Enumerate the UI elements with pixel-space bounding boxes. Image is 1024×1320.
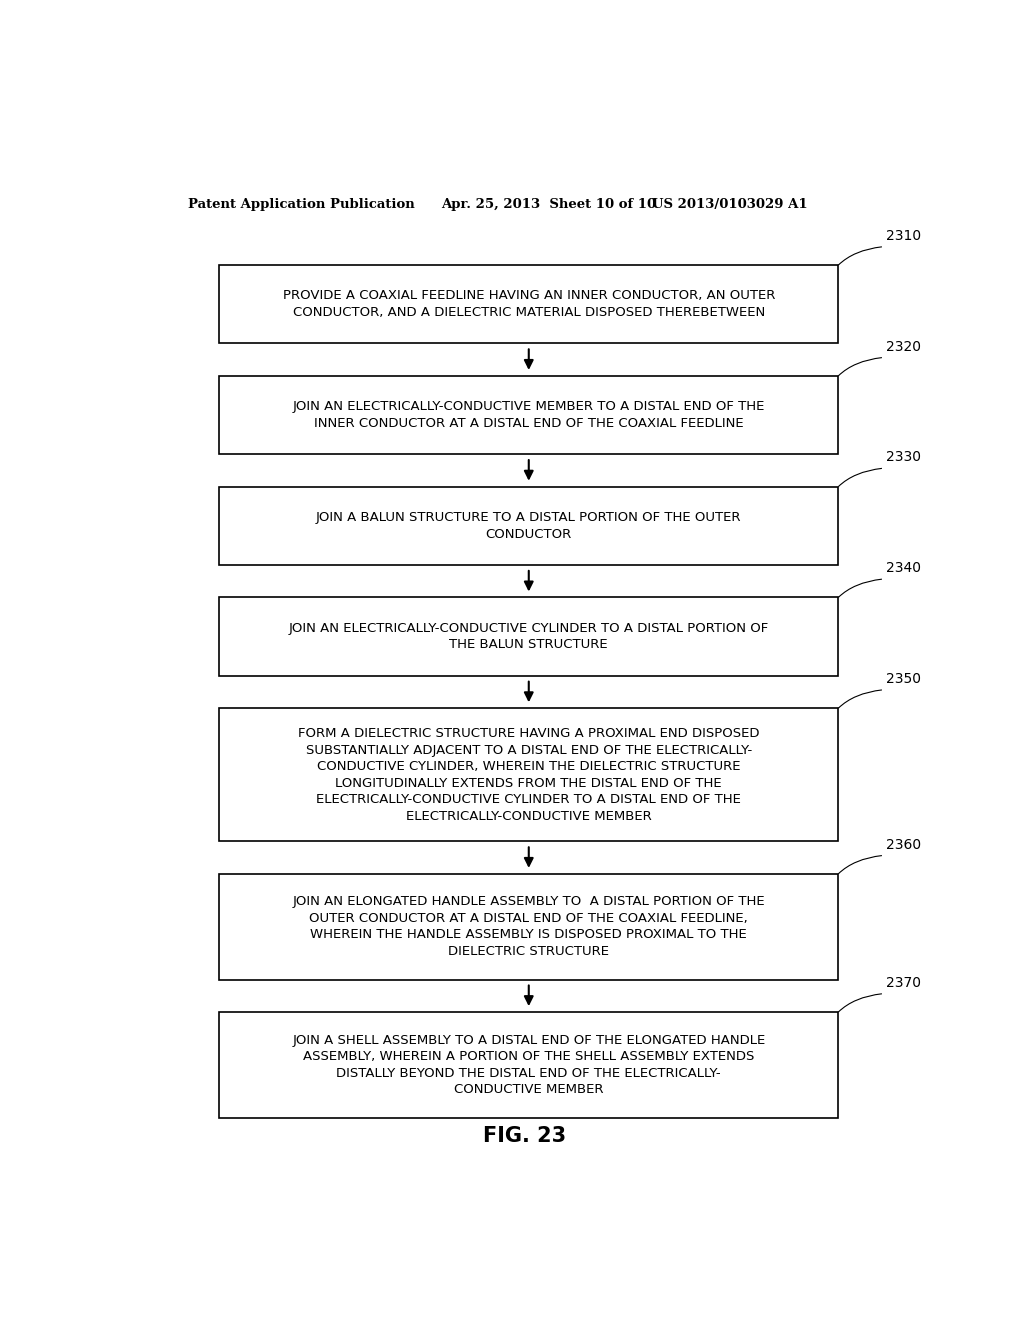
Bar bbox=[219, 487, 839, 565]
Bar bbox=[219, 376, 839, 454]
Bar bbox=[219, 709, 839, 841]
Bar bbox=[219, 265, 839, 343]
Text: Patent Application Publication: Patent Application Publication bbox=[187, 198, 415, 211]
Text: JOIN A BALUN STRUCTURE TO A DISTAL PORTION OF THE OUTER
CONDUCTOR: JOIN A BALUN STRUCTURE TO A DISTAL PORTI… bbox=[316, 511, 741, 541]
Text: JOIN A SHELL ASSEMBLY TO A DISTAL END OF THE ELONGATED HANDLE
ASSEMBLY, WHEREIN : JOIN A SHELL ASSEMBLY TO A DISTAL END OF… bbox=[292, 1034, 765, 1096]
Text: 2370: 2370 bbox=[886, 975, 921, 990]
Bar bbox=[219, 874, 839, 979]
Text: US 2013/0103029 A1: US 2013/0103029 A1 bbox=[652, 198, 807, 211]
Text: JOIN AN ELONGATED HANDLE ASSEMBLY TO  A DISTAL PORTION OF THE
OUTER CONDUCTOR AT: JOIN AN ELONGATED HANDLE ASSEMBLY TO A D… bbox=[293, 895, 765, 958]
Text: 2340: 2340 bbox=[886, 561, 921, 576]
Text: FIG. 23: FIG. 23 bbox=[483, 1126, 566, 1146]
Text: PROVIDE A COAXIAL FEEDLINE HAVING AN INNER CONDUCTOR, AN OUTER
CONDUCTOR, AND A : PROVIDE A COAXIAL FEEDLINE HAVING AN INN… bbox=[283, 289, 775, 319]
Bar bbox=[219, 1012, 839, 1118]
Text: 2320: 2320 bbox=[886, 339, 921, 354]
Text: JOIN AN ELECTRICALLY-CONDUCTIVE CYLINDER TO A DISTAL PORTION OF
THE BALUN STRUCT: JOIN AN ELECTRICALLY-CONDUCTIVE CYLINDER… bbox=[289, 622, 769, 651]
Text: JOIN AN ELECTRICALLY-CONDUCTIVE MEMBER TO A DISTAL END OF THE
INNER CONDUCTOR AT: JOIN AN ELECTRICALLY-CONDUCTIVE MEMBER T… bbox=[293, 400, 765, 430]
Text: 2350: 2350 bbox=[886, 672, 921, 686]
Text: 2310: 2310 bbox=[886, 228, 921, 243]
Text: FORM A DIELECTRIC STRUCTURE HAVING A PROXIMAL END DISPOSED
SUBSTANTIALLY ADJACEN: FORM A DIELECTRIC STRUCTURE HAVING A PRO… bbox=[298, 727, 760, 822]
Text: 2330: 2330 bbox=[886, 450, 921, 465]
Text: Apr. 25, 2013  Sheet 10 of 10: Apr. 25, 2013 Sheet 10 of 10 bbox=[441, 198, 656, 211]
Text: 2360: 2360 bbox=[886, 837, 921, 851]
Bar bbox=[219, 598, 839, 676]
